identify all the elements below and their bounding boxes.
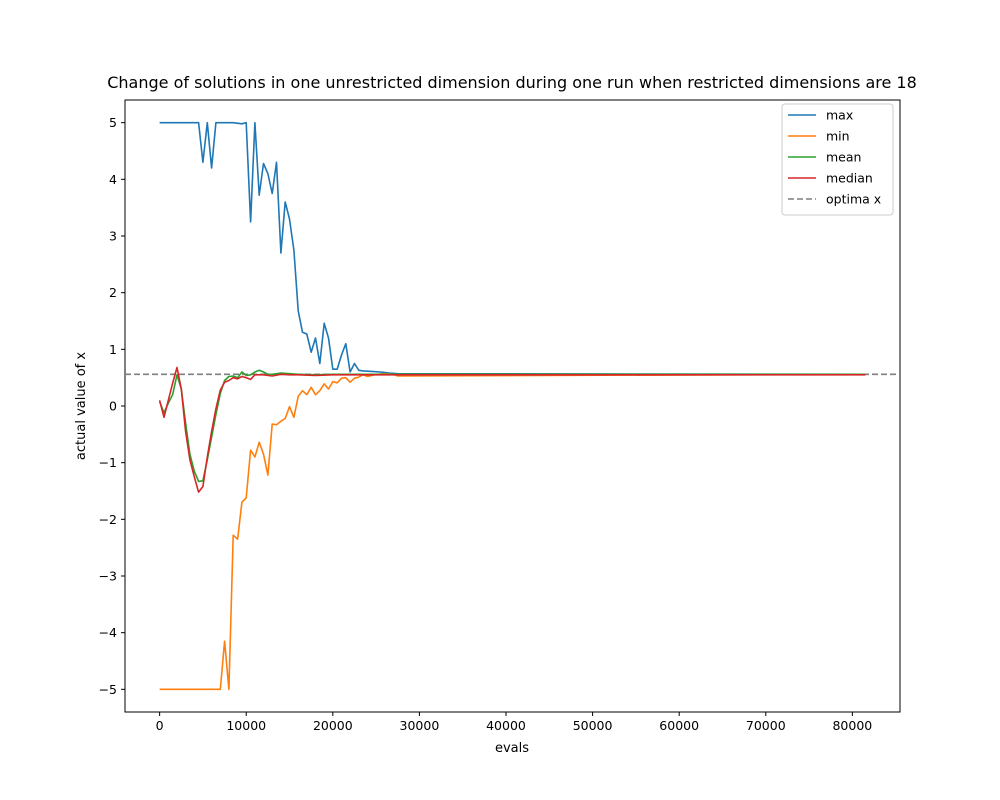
series-line-min (159, 372, 866, 691)
x-tick-label: 50000 (573, 718, 613, 733)
x-tick-label: 40000 (486, 718, 526, 733)
y-tick-label: 1 (109, 342, 117, 357)
x-tick-label: 30000 (400, 718, 440, 733)
x-tick-label: 10000 (226, 718, 266, 733)
legend-label: mean (826, 150, 861, 165)
x-axis: 0 10000 20000 30000 40000 50000 60000 70000 8000… (156, 712, 872, 733)
y-tick-label: 5 (109, 115, 117, 130)
y-tick-label: 2 (109, 285, 117, 300)
x-tick-label: 20000 (313, 718, 353, 733)
y-tick-label: 0 (109, 399, 117, 414)
legend-label: max (826, 108, 853, 123)
y-axis: −5 −4 −3 −2 −1 0 1 2 3 4 5 (99, 115, 125, 697)
legend-label: optima x (826, 192, 881, 207)
legend: max min mean median optima x (781, 103, 894, 216)
chart-title: Change of solutions in one unrestricted … (107, 73, 917, 92)
y-tick-label: 4 (109, 172, 117, 187)
x-tick-label: 80000 (832, 718, 872, 733)
x-tick-label: 60000 (659, 718, 699, 733)
x-tick-label: 0 (156, 718, 164, 733)
y-tick-label: −3 (99, 569, 117, 584)
x-tick-label: 70000 (746, 718, 786, 733)
y-tick-label: 3 (109, 229, 117, 244)
legend-label: min (826, 129, 850, 144)
x-axis-label: evals (495, 741, 529, 756)
series-line-max (159, 121, 866, 376)
legend-label: median (826, 171, 873, 186)
y-tick-label: −2 (99, 512, 117, 527)
y-axis-label: actual value of x (74, 352, 89, 460)
legend-box (781, 103, 894, 216)
y-tick-label: −4 (99, 625, 117, 640)
y-tick-label: −1 (99, 455, 117, 470)
series-lines (158, 121, 866, 691)
series-line-median (158, 366, 866, 493)
y-tick-label: −5 (99, 682, 117, 697)
